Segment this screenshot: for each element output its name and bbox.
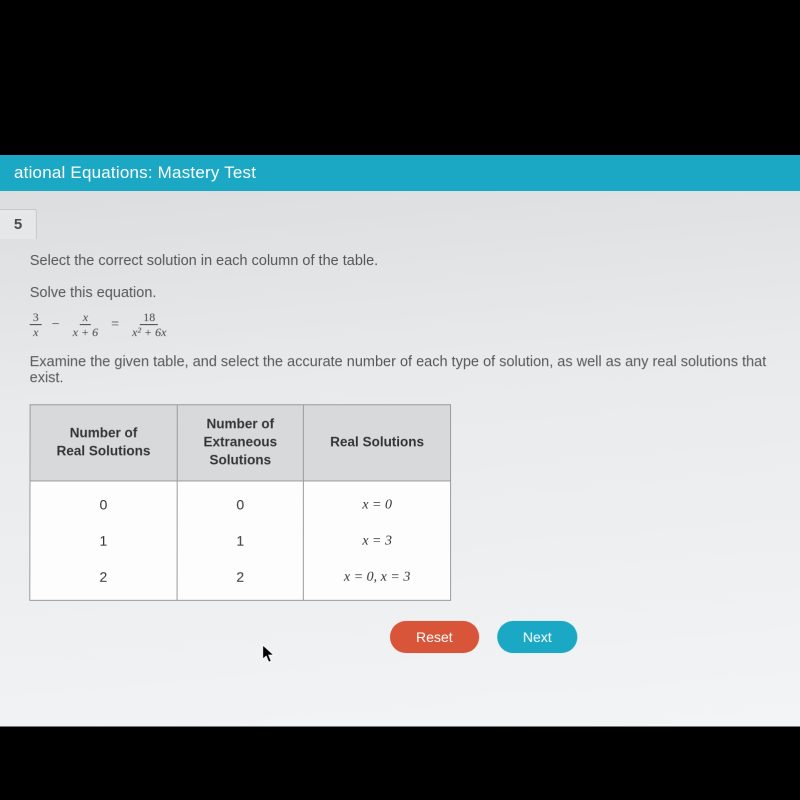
cell-sol-1-val: x = 3 [362,533,392,548]
question-content: Select the correct solution in each colu… [0,239,800,663]
cell-sol-0[interactable]: x = 0 [304,481,451,523]
frac1-num: 3 [30,311,42,325]
table-header-row: Number ofReal Solutions Number ofExtrane… [30,405,451,481]
cell-real-0[interactable]: 0 [30,481,177,523]
cell-ext-0[interactable]: 0 [177,481,304,523]
cell-ext-2-val: 2 [236,568,244,584]
cell-ext-2[interactable]: 2 [177,558,304,600]
cell-real-2[interactable]: 2 [30,558,177,600]
minus-op: − [48,317,64,333]
examine-text: Examine the given table, and select the … [30,354,771,386]
cell-ext-1[interactable]: 1 [177,522,304,558]
col-header-real: Number ofReal Solutions [30,405,177,481]
screen-area: ational Equations: Mastery Test 5 Select… [0,155,800,726]
cell-ext-1-val: 1 [236,532,244,548]
fraction-3: 18 x² + 6x [129,311,169,338]
cell-real-1[interactable]: 1 [30,522,177,558]
col-header-solutions: Real Solutions [304,405,451,481]
cell-real-2-val: 2 [99,568,107,584]
solve-label: Solve this equation. [30,285,770,301]
col-header-solutions-label: Real Solutions [330,435,424,450]
cell-real-0-val: 0 [100,496,108,512]
col-header-extraneous: Number ofExtraneousSolutions [177,405,304,481]
cell-sol-0-val: x = 0 [362,497,392,512]
page-title: ational Equations: Mastery Test [14,163,256,182]
reset-button-label: Reset [416,629,453,645]
table-row: 2 2 x = 0, x = 3 [30,558,451,600]
next-button[interactable]: Next [497,621,578,653]
cell-ext-0-val: 0 [236,496,244,512]
fraction-2: x x + 6 [70,311,101,338]
cell-sol-2-val: x = 0, x = 3 [344,569,410,584]
frac2-num: x [80,311,91,325]
cell-sol-2[interactable]: x = 0, x = 3 [304,558,451,600]
frac3-num: 18 [140,311,158,325]
equation: 3 x − x x + 6 = 18 x² + 6x [30,311,771,338]
question-number: 5 [14,216,22,233]
col-header-extraneous-label: Number ofExtraneousSolutions [204,416,278,468]
next-button-label: Next [523,629,552,645]
equals-op: = [107,317,123,333]
reset-button[interactable]: Reset [390,621,479,653]
frac2-den: x + 6 [70,325,101,338]
page-header: ational Equations: Mastery Test [0,155,800,191]
solution-table: Number ofReal Solutions Number ofExtrane… [29,404,451,600]
frac1-den: x [30,325,41,338]
question-number-tab[interactable]: 5 [0,209,37,239]
cell-sol-1[interactable]: x = 3 [304,522,451,558]
cell-real-1-val: 1 [99,532,107,548]
instruction-text: Select the correct solution in each colu… [30,253,770,269]
table-row: 0 0 x = 0 [30,481,451,523]
table-row: 1 1 x = 3 [30,522,451,558]
col-header-real-label: Number ofReal Solutions [57,425,151,458]
fraction-1: 3 x [30,311,42,338]
frac3-den: x² + 6x [129,325,169,338]
action-row: Reset Next [390,621,771,653]
